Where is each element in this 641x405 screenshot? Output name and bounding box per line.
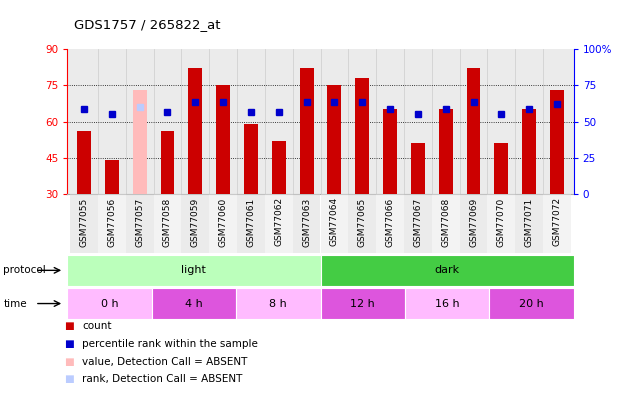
Text: GSM77063: GSM77063 — [302, 197, 311, 247]
Text: GSM77068: GSM77068 — [441, 197, 450, 247]
Text: GSM77059: GSM77059 — [191, 197, 200, 247]
Bar — [105, 160, 119, 194]
Bar — [405, 288, 489, 319]
Bar — [348, 194, 376, 253]
Text: GSM77072: GSM77072 — [553, 197, 562, 247]
Text: GSM77058: GSM77058 — [163, 197, 172, 247]
Bar — [320, 288, 405, 319]
Text: count: count — [82, 321, 112, 331]
Bar — [181, 194, 209, 253]
Text: value, Detection Call = ABSENT: value, Detection Call = ABSENT — [82, 357, 247, 367]
Bar — [236, 288, 320, 319]
Text: GSM77067: GSM77067 — [413, 197, 422, 247]
Bar — [383, 109, 397, 194]
Bar — [209, 194, 237, 253]
Bar — [152, 288, 236, 319]
Bar — [237, 194, 265, 253]
Bar — [70, 194, 98, 253]
Bar — [320, 194, 348, 253]
Text: ■: ■ — [64, 339, 74, 349]
Bar — [438, 109, 453, 194]
Bar — [489, 288, 574, 319]
Text: 8 h: 8 h — [269, 298, 287, 309]
Bar — [188, 68, 203, 194]
Text: 16 h: 16 h — [435, 298, 460, 309]
Bar — [98, 194, 126, 253]
Bar — [299, 68, 313, 194]
Text: percentile rank within the sample: percentile rank within the sample — [82, 339, 258, 349]
Bar — [543, 194, 571, 253]
Text: GSM77057: GSM77057 — [135, 197, 144, 247]
Text: GSM77066: GSM77066 — [385, 197, 395, 247]
Bar — [376, 194, 404, 253]
Text: ■: ■ — [64, 321, 74, 331]
Text: GSM77069: GSM77069 — [469, 197, 478, 247]
Bar — [154, 194, 181, 253]
Bar — [328, 85, 342, 194]
Bar — [432, 194, 460, 253]
Bar — [293, 194, 320, 253]
Bar — [216, 85, 230, 194]
Text: 20 h: 20 h — [519, 298, 544, 309]
Text: GSM77061: GSM77061 — [246, 197, 256, 247]
Text: GSM77056: GSM77056 — [107, 197, 116, 247]
Bar — [67, 288, 152, 319]
Text: 4 h: 4 h — [185, 298, 203, 309]
Bar — [460, 194, 487, 253]
Bar — [515, 194, 543, 253]
Bar — [355, 78, 369, 194]
Bar — [522, 109, 536, 194]
Text: 12 h: 12 h — [351, 298, 375, 309]
Bar — [550, 90, 564, 194]
Text: rank, Detection Call = ABSENT: rank, Detection Call = ABSENT — [82, 375, 242, 384]
Bar — [272, 141, 286, 194]
Bar — [494, 143, 508, 194]
Text: light: light — [181, 265, 206, 275]
Bar — [404, 194, 432, 253]
Bar — [244, 124, 258, 194]
Text: GSM77071: GSM77071 — [525, 197, 534, 247]
Text: dark: dark — [435, 265, 460, 275]
Text: ■: ■ — [64, 375, 74, 384]
Bar — [77, 131, 91, 194]
Text: GSM77065: GSM77065 — [358, 197, 367, 247]
Text: GSM77070: GSM77070 — [497, 197, 506, 247]
Text: GSM77062: GSM77062 — [274, 197, 283, 247]
Bar — [487, 194, 515, 253]
Text: GSM77064: GSM77064 — [330, 197, 339, 247]
Bar — [265, 194, 293, 253]
Text: protocol: protocol — [3, 265, 46, 275]
Text: 0 h: 0 h — [101, 298, 119, 309]
Bar — [320, 255, 574, 286]
Bar — [126, 194, 154, 253]
Bar — [467, 68, 481, 194]
Text: ■: ■ — [64, 357, 74, 367]
Bar — [411, 143, 425, 194]
Text: GDS1757 / 265822_at: GDS1757 / 265822_at — [74, 18, 221, 31]
Text: time: time — [3, 298, 27, 309]
Bar — [160, 131, 174, 194]
Bar — [67, 255, 320, 286]
Bar — [133, 90, 147, 194]
Text: GSM77055: GSM77055 — [79, 197, 88, 247]
Text: GSM77060: GSM77060 — [219, 197, 228, 247]
